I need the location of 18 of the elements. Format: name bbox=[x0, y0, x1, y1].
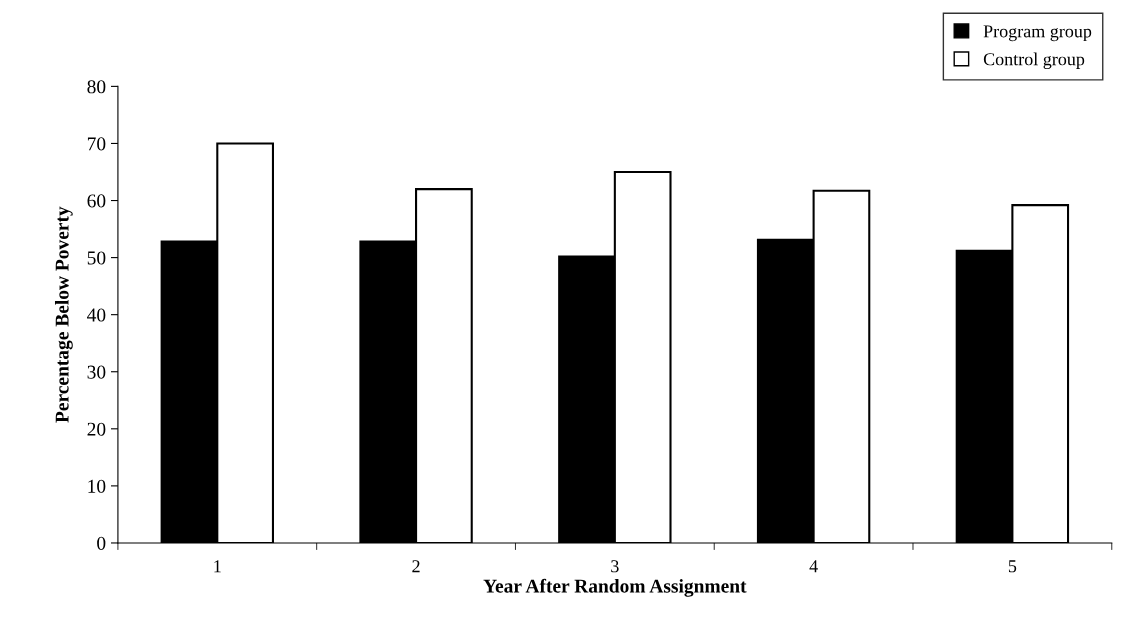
y-tick-label: 40 bbox=[87, 308, 106, 322]
legend-label: Control group bbox=[983, 52, 1085, 70]
y-axis-title: Percentage Below Poverty bbox=[54, 206, 73, 423]
x-tick-label: 5 bbox=[1008, 560, 1017, 573]
x-tick-label: 1 bbox=[214, 560, 221, 573]
x-tick-label: 3 bbox=[611, 560, 619, 573]
y-tick-label: 30 bbox=[87, 365, 106, 379]
y-tick-label: 0 bbox=[97, 536, 106, 550]
y-tick-label: 70 bbox=[87, 137, 106, 151]
y-tick-label: 10 bbox=[88, 479, 106, 493]
y-tick-label: 50 bbox=[87, 251, 106, 265]
x-tick-label: 4 bbox=[809, 560, 818, 573]
x-axis-title: Year After Random Assignment bbox=[483, 578, 747, 597]
y-tick-label: 80 bbox=[87, 80, 106, 94]
y-tick-label: 60 bbox=[87, 194, 106, 208]
x-tick-label: 2 bbox=[412, 560, 420, 573]
legend-label: Program group bbox=[983, 25, 1092, 42]
y-tick-label: 20 bbox=[87, 422, 106, 436]
